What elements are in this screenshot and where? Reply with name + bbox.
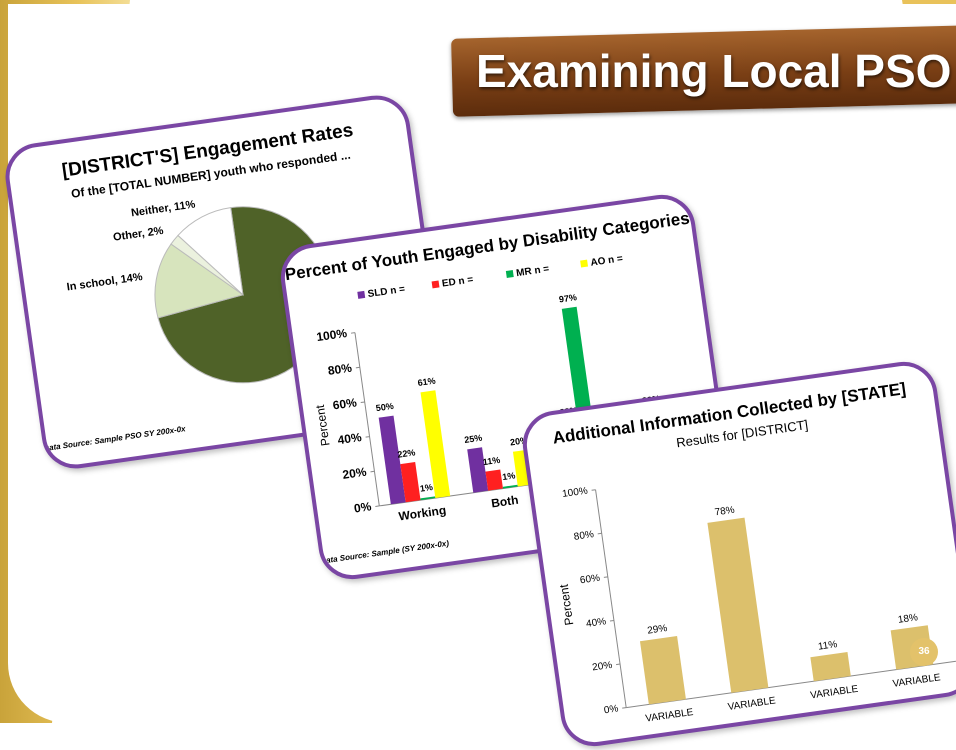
data-label: 11%	[817, 639, 838, 653]
bar	[379, 416, 406, 505]
x-tick-label: Working	[398, 503, 447, 524]
y-tick-label: 100%	[562, 486, 589, 500]
y-tick-label: 80%	[573, 529, 594, 543]
data-label: 18%	[897, 612, 918, 626]
y-tick	[366, 437, 370, 438]
legend-swatch	[357, 291, 365, 299]
data-label: 97%	[558, 292, 577, 304]
y-axis	[596, 490, 627, 708]
x-tick-label: VARIABLE	[892, 672, 942, 690]
source-note: Data Source: Sample PSO SY 200x-0x	[43, 424, 187, 453]
x-tick-label: VARIABLE	[810, 684, 860, 702]
data-label: 25%	[464, 433, 483, 445]
data-label: Neither, 11%	[130, 198, 196, 219]
y-tick-label: 80%	[327, 361, 353, 378]
page-number: 36	[910, 638, 938, 666]
legend-swatch	[506, 270, 514, 278]
data-label: 11%	[482, 455, 501, 467]
data-label: 61%	[417, 376, 436, 388]
y-tick-label: 60%	[579, 573, 600, 587]
y-tick	[616, 664, 620, 665]
x-tick-label: VARIABLE	[727, 695, 777, 713]
data-label: In school, 14%	[66, 271, 144, 294]
data-label: 1%	[502, 470, 516, 482]
y-tick	[356, 367, 360, 368]
legend-swatch	[580, 260, 588, 268]
y-tick-label: 100%	[316, 326, 349, 344]
y-tick	[598, 533, 602, 534]
y-tick-label: 20%	[592, 660, 613, 674]
data-label: 1%	[419, 482, 433, 494]
y-tick-label: 40%	[585, 616, 606, 630]
data-label: 50%	[375, 401, 394, 413]
x-tick-label: VARIABLE	[645, 707, 695, 725]
bar	[810, 652, 850, 681]
legend-label: ED n =	[441, 274, 474, 289]
y-tick	[604, 577, 608, 578]
x-tick-label: Both	[490, 493, 519, 511]
data-label: 78%	[714, 505, 735, 519]
bar	[707, 518, 768, 693]
y-axis	[355, 333, 379, 506]
y-axis-label: Percent	[557, 583, 577, 627]
y-axis-label: Percent	[313, 403, 333, 447]
legend-label: AO n =	[590, 253, 624, 268]
legend-label: MR n =	[516, 264, 550, 280]
y-tick	[370, 471, 374, 472]
y-tick-label: 0%	[603, 703, 619, 716]
source-note: Data Source: Sample (SY 200x-0x)	[320, 539, 450, 566]
y-tick	[375, 506, 379, 507]
y-tick	[622, 708, 626, 709]
data-label: 29%	[647, 623, 668, 637]
data-label: Other, 2%	[112, 225, 164, 244]
y-tick	[592, 490, 596, 491]
y-tick-label: 0%	[353, 499, 372, 515]
y-tick-label: 60%	[332, 395, 358, 412]
y-tick-label: 40%	[337, 430, 363, 447]
y-tick	[351, 333, 355, 334]
bar	[640, 636, 686, 704]
bar	[485, 469, 503, 490]
data-label: 22%	[397, 447, 416, 459]
y-tick	[361, 402, 365, 403]
chart-card: Additional Information Collected by [STA…	[519, 358, 956, 750]
legend-label: SLD n =	[367, 284, 406, 300]
page: {"slide":{"title":"Examining Local PSO",…	[0, 0, 956, 723]
y-tick	[610, 620, 614, 621]
bar	[467, 447, 488, 492]
chart: Additional Information Collected by [STA…	[523, 362, 956, 746]
y-tick-label: 20%	[342, 465, 368, 482]
slide-title: Examining Local PSO	[476, 44, 951, 98]
legend-swatch	[432, 280, 440, 288]
